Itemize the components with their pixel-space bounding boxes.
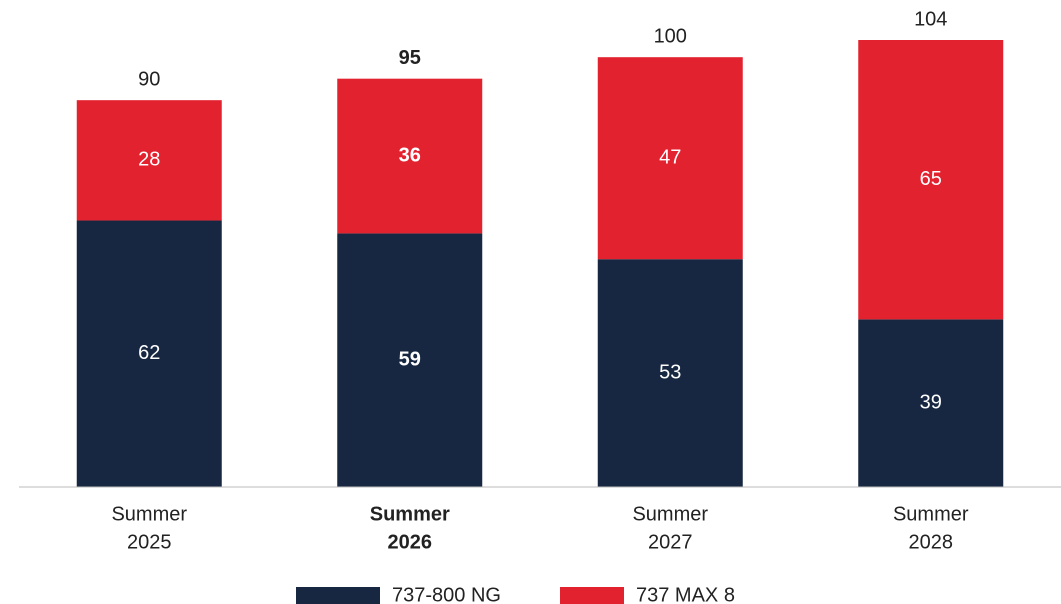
bar-segment xyxy=(337,78,483,234)
bar-segment xyxy=(597,259,743,487)
data-label: 65 xyxy=(920,168,942,190)
legend-swatch xyxy=(560,587,624,604)
legend-label: 737-800 NG xyxy=(392,584,501,604)
x-tick-label: Summer xyxy=(370,503,450,525)
total-label: 104 xyxy=(914,8,947,30)
data-label: 28 xyxy=(138,149,160,171)
total-label: 100 xyxy=(654,25,687,47)
x-tick-label: Summer xyxy=(111,503,187,525)
x-tick-label: Summer xyxy=(893,503,969,525)
bar-segment xyxy=(858,40,1004,320)
data-label: 62 xyxy=(138,342,160,364)
data-label: 53 xyxy=(659,361,681,383)
x-tick-label: 2026 xyxy=(388,531,433,553)
total-label: 95 xyxy=(399,47,421,69)
bar-segment xyxy=(858,319,1004,487)
x-tick-label: Summer xyxy=(632,503,708,525)
x-tick-label: 2028 xyxy=(909,531,954,553)
data-label: 59 xyxy=(399,348,421,370)
total-label: 90 xyxy=(138,68,160,90)
legend-swatch xyxy=(296,587,380,604)
legend-label: 737 MAX 8 xyxy=(636,584,735,604)
data-label: 36 xyxy=(399,144,421,166)
bar-segment xyxy=(597,57,743,260)
data-label: 39 xyxy=(920,391,942,413)
bar-segment xyxy=(337,233,483,487)
bar-segment xyxy=(76,220,222,487)
x-tick-label: 2025 xyxy=(127,531,172,553)
bar-segment xyxy=(76,100,222,221)
x-tick-label: 2027 xyxy=(648,531,693,553)
data-label: 47 xyxy=(659,146,681,168)
